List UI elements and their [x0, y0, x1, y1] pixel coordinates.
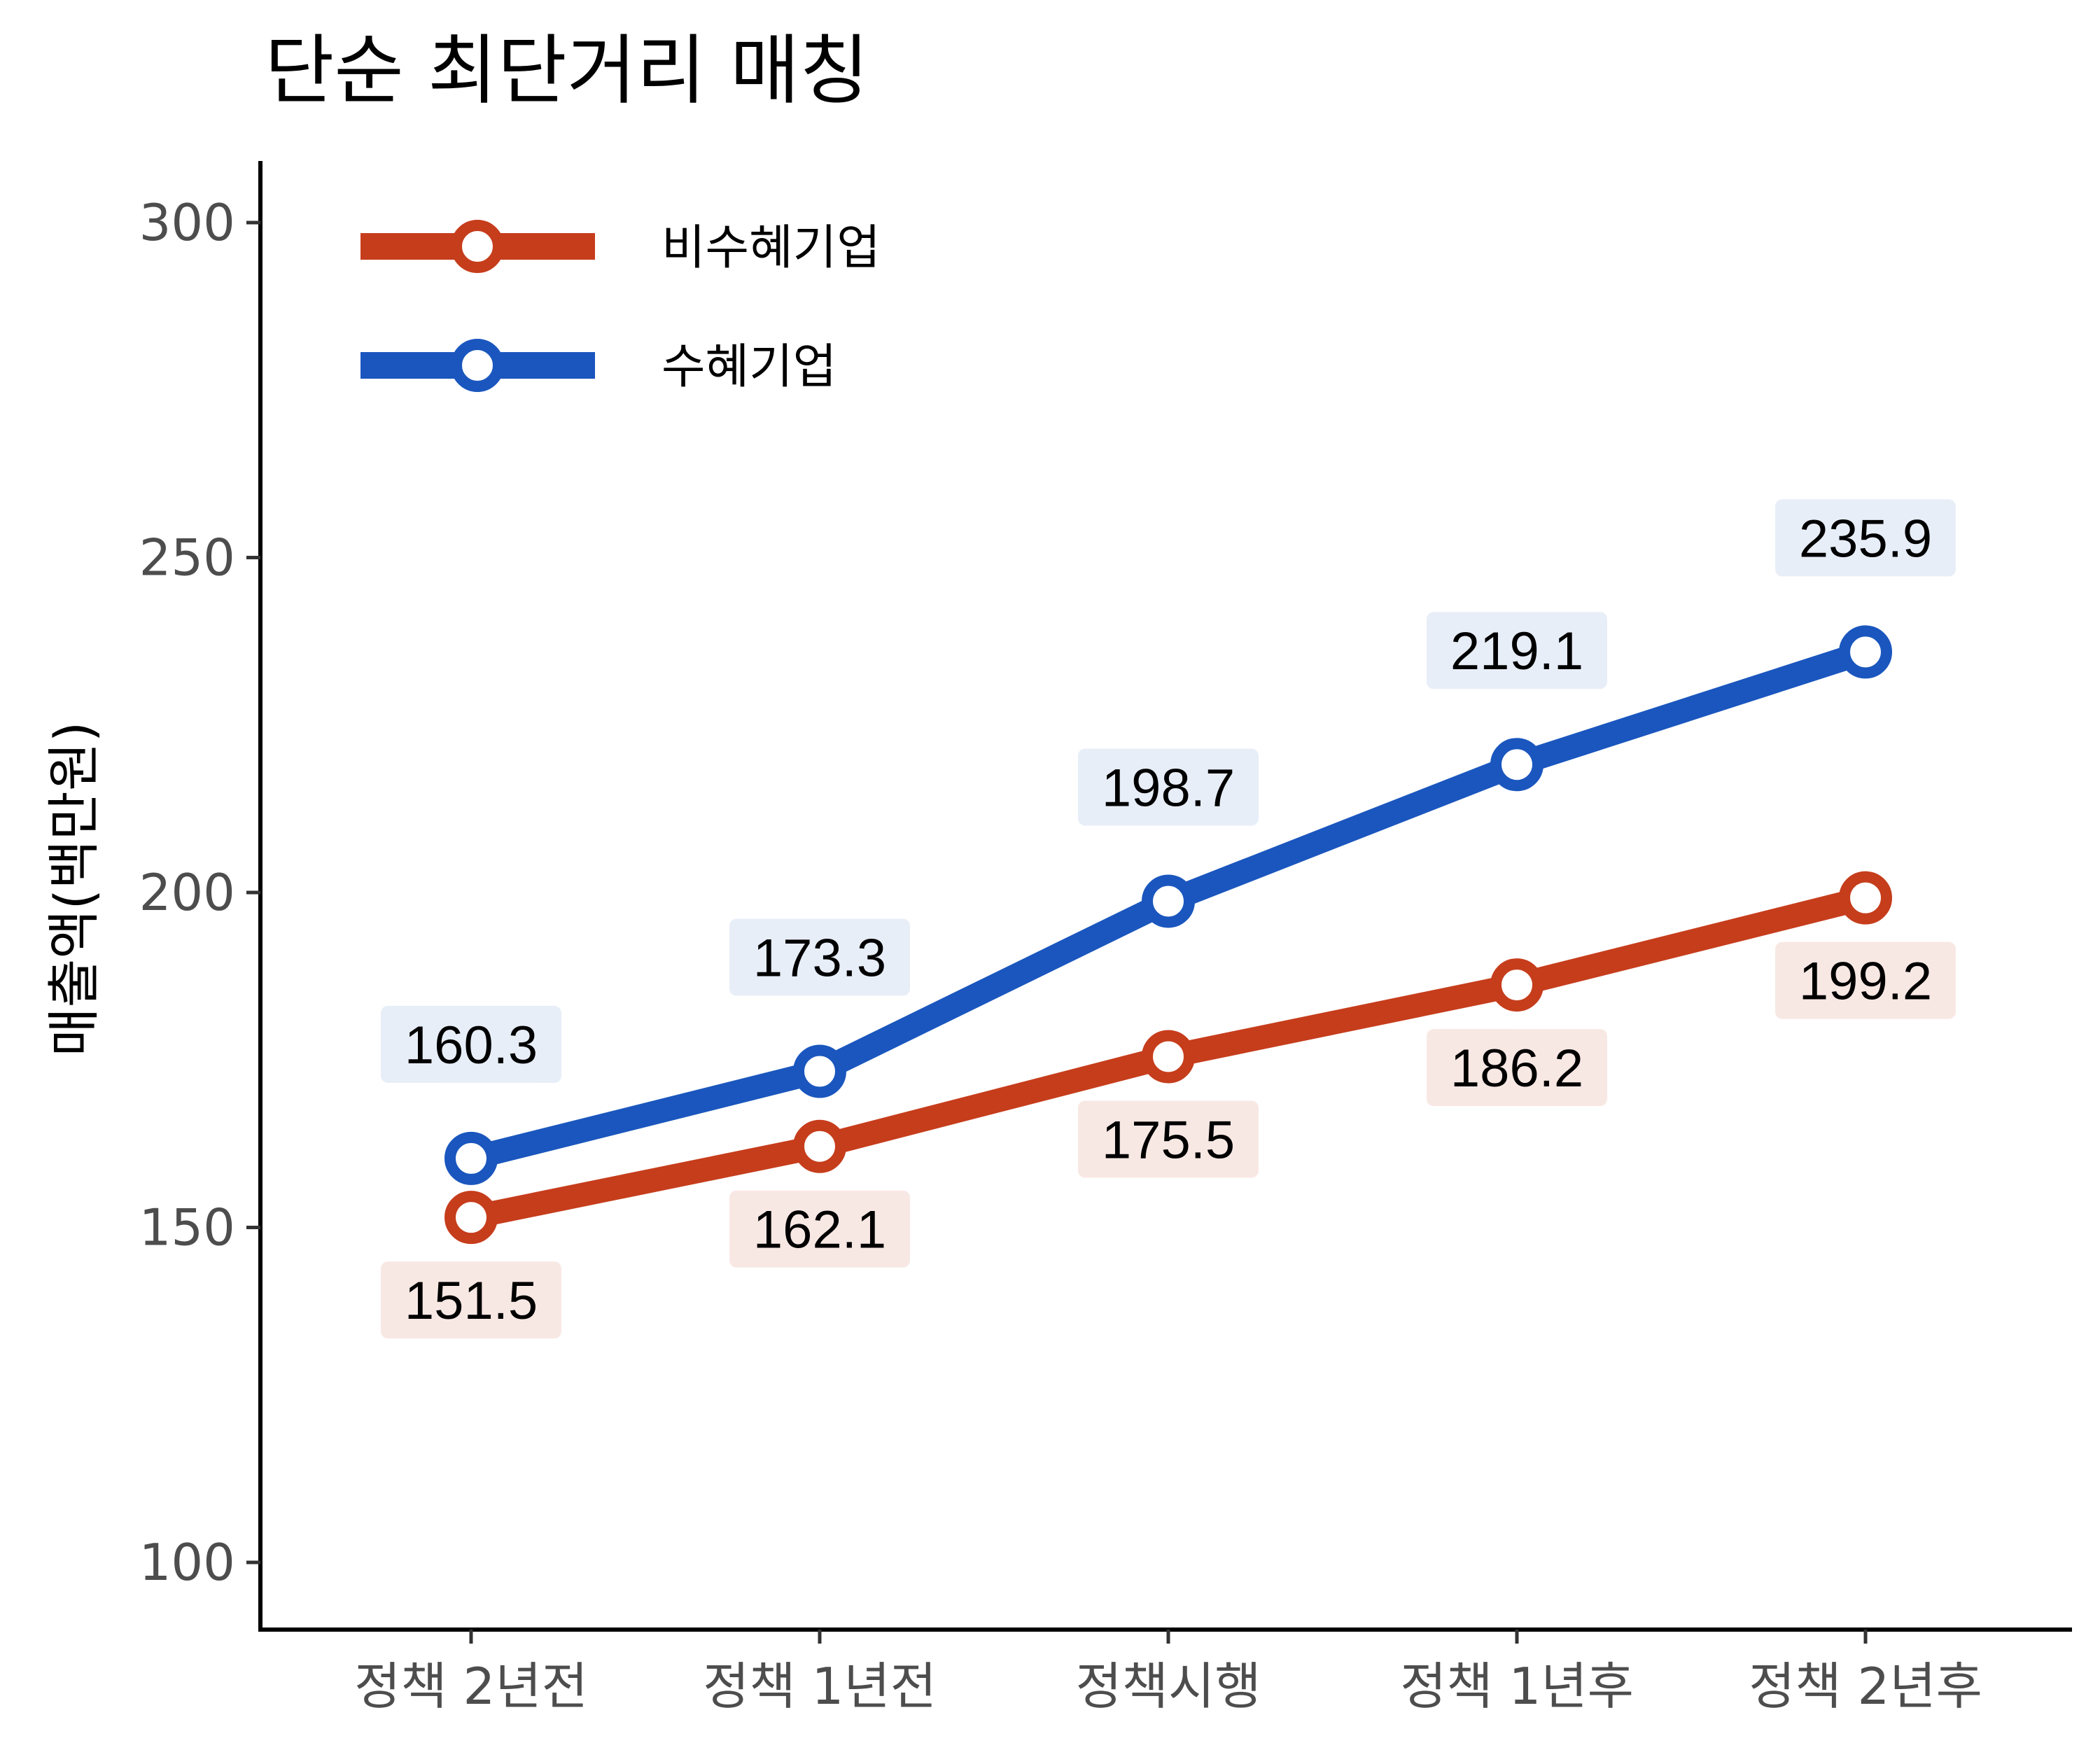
legend-label-1: 수혜기업: [662, 340, 836, 395]
point-1-1: [793, 1044, 846, 1098]
y-tick-label-250: 250: [139, 528, 235, 587]
point-0-2: [1142, 1030, 1195, 1084]
data-label-text-0-2: 175.5: [1102, 1110, 1235, 1170]
data-label-0-3: 186.2: [1427, 1029, 1607, 1107]
series-non-beneficiary: [444, 871, 1892, 1245]
data-label-1-3: 219.1: [1427, 612, 1607, 690]
series-beneficiary: [444, 625, 1892, 1185]
data-label-0-1: 162.1: [729, 1190, 910, 1268]
point-1-2: [1142, 874, 1195, 928]
data-label-text-1-1: 173.3: [753, 929, 886, 988]
x-tick-label-4: 정책 2년후: [1749, 1657, 1982, 1716]
data-label-bg-0-2: [1078, 1100, 1259, 1178]
point-1-0: [444, 1131, 498, 1185]
legend-item-0: 비수혜기업: [360, 220, 881, 276]
y-tick-label-100: 100: [139, 1533, 235, 1592]
data-label-0-2: 175.5: [1078, 1100, 1259, 1178]
data-label-0-4: 199.2: [1775, 941, 1956, 1019]
y-tick-label-300: 300: [139, 193, 235, 252]
data-label-bg-1-3: [1427, 612, 1607, 690]
y-tick-label-150: 150: [139, 1198, 235, 1257]
data-label-1-4: 235.9: [1775, 499, 1956, 577]
data-label-bg-1-1: [729, 918, 910, 996]
legend-label-0: 비수혜기업: [662, 220, 881, 276]
point-0-4: [1839, 871, 1892, 925]
chart-title: 단순 최단거리 매칭: [265, 27, 869, 115]
data-labels: 151.5 162.1 175.5 186.2 199.2 160.3 173.3 198.7…: [381, 499, 1956, 1339]
y-axis-title: 매출액(백만원): [43, 722, 105, 1057]
x-tick-label-3: 정책 1년후: [1400, 1657, 1634, 1716]
data-label-bg-1-2: [1078, 748, 1259, 826]
point-0-1: [793, 1119, 846, 1173]
legend-swatch-point-0: [451, 220, 504, 273]
point-1-4: [1839, 625, 1892, 679]
point-1-3: [1490, 738, 1544, 792]
data-label-text-1-3: 219.1: [1450, 622, 1583, 681]
data-label-0-0: 151.5: [381, 1261, 561, 1339]
x-tick-label-0: 정책 2년전: [354, 1657, 588, 1716]
data-label-1-0: 160.3: [381, 1005, 561, 1083]
y-axis-label: 매출액(백만원): [43, 722, 105, 1057]
data-label-bg-0-0: [381, 1261, 561, 1339]
point-0-3: [1490, 958, 1544, 1012]
data-label-1-2: 198.7: [1078, 748, 1259, 826]
data-label-text-1-4: 235.9: [1799, 509, 1932, 568]
data-label-bg-1-4: [1775, 499, 1956, 577]
data-label-text-0-4: 199.2: [1799, 952, 1932, 1011]
x-tick-label-2: 정책시행: [1076, 1657, 1261, 1716]
axes: 100 150 200 250 300 정책 2년전 정책 1년전 정책시행 정책 1년후 정책 …: [139, 161, 2072, 1716]
data-label-text-0-3: 186.2: [1450, 1039, 1583, 1098]
point-0-0: [444, 1191, 498, 1245]
legend-item-1: 수혜기업: [360, 339, 836, 395]
data-label-text-0-0: 151.5: [405, 1271, 538, 1331]
data-label-text-0-1: 162.1: [753, 1200, 886, 1260]
data-label-bg-0-4: [1775, 941, 1956, 1019]
data-label-bg-0-3: [1427, 1029, 1607, 1107]
data-label-text-1-0: 160.3: [405, 1016, 538, 1075]
y-tick-label-200: 200: [139, 863, 235, 922]
series-layer: [444, 625, 1892, 1245]
legend-swatch-point-1: [451, 339, 504, 392]
x-tick-label-1: 정책 1년전: [703, 1657, 937, 1716]
data-label-1-1: 173.3: [729, 918, 910, 996]
data-label-bg-1-0: [381, 1005, 561, 1083]
data-label-text-1-2: 198.7: [1102, 758, 1235, 818]
data-label-bg-0-1: [729, 1190, 910, 1268]
